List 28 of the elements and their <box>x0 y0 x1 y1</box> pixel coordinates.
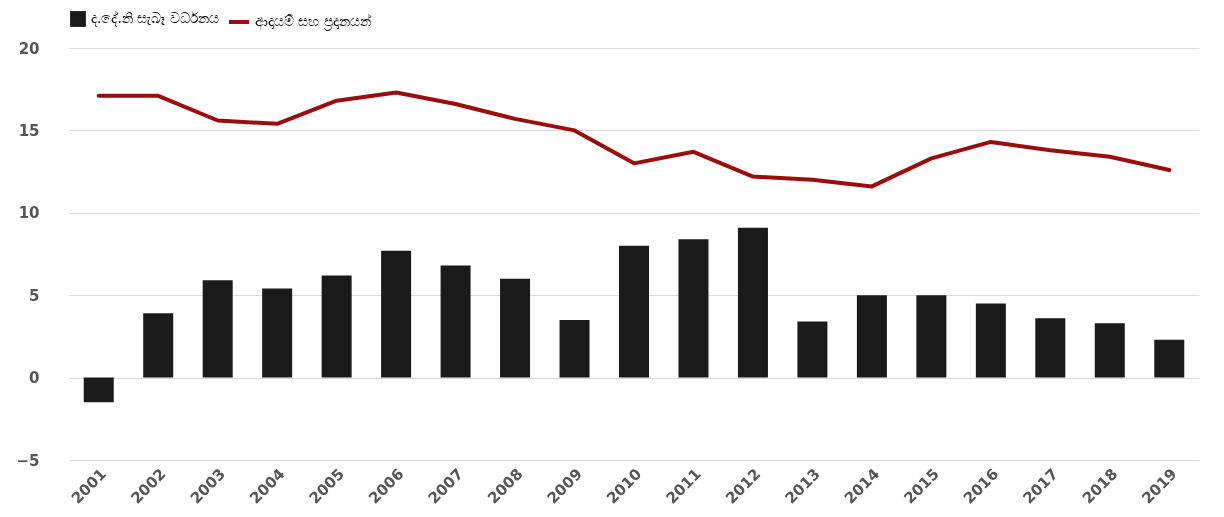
bar <box>500 278 531 378</box>
bar <box>143 313 174 378</box>
bar <box>856 295 887 378</box>
bar <box>202 280 233 378</box>
bar <box>381 250 412 378</box>
bar <box>1094 323 1125 378</box>
legend-label: ද.දේ.නි සැබෑ වර්ධනය <box>91 10 219 27</box>
y-tick-label: 0 <box>29 369 40 388</box>
bar <box>797 321 828 378</box>
bar <box>737 227 768 378</box>
bar <box>321 275 352 378</box>
y-tick-label: 20 <box>18 39 40 58</box>
bar <box>83 377 114 403</box>
bar <box>1154 339 1185 378</box>
bar <box>262 288 293 378</box>
bar <box>916 295 947 378</box>
bar <box>440 265 471 378</box>
bar <box>1035 318 1066 378</box>
line-series <box>96 90 1172 189</box>
y-tick-label: −5 <box>16 451 40 470</box>
bar <box>619 245 649 378</box>
bar <box>678 239 709 378</box>
bar <box>559 319 590 378</box>
y-tick-label: 5 <box>29 286 40 305</box>
y-tick-label: 10 <box>18 204 40 223</box>
bar <box>975 303 1006 378</box>
legend-label: ආදායම් සහ ප්‍රදානයන් <box>255 13 371 31</box>
y-tick-label: 15 <box>18 121 40 140</box>
